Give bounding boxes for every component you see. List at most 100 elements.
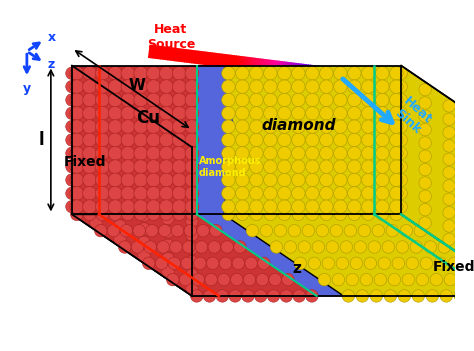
Circle shape <box>121 106 135 120</box>
Circle shape <box>278 120 291 133</box>
Polygon shape <box>225 54 230 68</box>
Circle shape <box>440 290 453 302</box>
Circle shape <box>398 290 410 302</box>
Circle shape <box>472 273 474 286</box>
Circle shape <box>108 93 122 107</box>
Circle shape <box>138 170 150 182</box>
Circle shape <box>162 212 174 225</box>
Circle shape <box>308 257 320 270</box>
Polygon shape <box>401 66 474 296</box>
Circle shape <box>348 208 361 221</box>
Circle shape <box>362 120 375 133</box>
Circle shape <box>448 257 461 270</box>
Circle shape <box>292 173 305 187</box>
Polygon shape <box>218 53 222 67</box>
Circle shape <box>395 200 407 213</box>
Polygon shape <box>237 56 242 69</box>
Circle shape <box>362 67 375 80</box>
Circle shape <box>203 290 216 302</box>
Circle shape <box>334 160 347 173</box>
Circle shape <box>292 147 305 160</box>
Circle shape <box>306 187 319 200</box>
Circle shape <box>246 224 259 237</box>
Polygon shape <box>374 66 401 214</box>
Circle shape <box>159 200 173 214</box>
Circle shape <box>146 106 161 120</box>
Polygon shape <box>229 55 235 68</box>
Circle shape <box>194 257 206 270</box>
Circle shape <box>134 146 148 160</box>
Circle shape <box>236 107 249 120</box>
Polygon shape <box>311 65 316 79</box>
Circle shape <box>375 187 389 200</box>
Circle shape <box>146 186 161 200</box>
Circle shape <box>159 186 173 200</box>
Circle shape <box>134 66 148 80</box>
Circle shape <box>250 147 263 160</box>
Circle shape <box>219 257 232 270</box>
Circle shape <box>388 273 401 286</box>
Circle shape <box>467 223 474 235</box>
Circle shape <box>185 200 199 214</box>
Polygon shape <box>306 64 311 78</box>
Circle shape <box>443 206 456 219</box>
Circle shape <box>250 133 263 147</box>
Circle shape <box>66 67 78 80</box>
Circle shape <box>162 146 174 158</box>
Circle shape <box>82 93 97 107</box>
Circle shape <box>443 140 456 152</box>
Circle shape <box>306 107 319 120</box>
Circle shape <box>347 187 361 200</box>
Circle shape <box>70 160 84 174</box>
Circle shape <box>278 208 291 221</box>
Circle shape <box>134 186 148 200</box>
Circle shape <box>108 120 122 134</box>
Circle shape <box>467 236 474 249</box>
Polygon shape <box>234 55 239 69</box>
Circle shape <box>122 208 134 221</box>
Circle shape <box>186 175 198 188</box>
Circle shape <box>82 186 97 200</box>
Circle shape <box>70 120 84 134</box>
Circle shape <box>347 107 361 120</box>
Circle shape <box>278 147 291 160</box>
Polygon shape <box>335 68 340 82</box>
Polygon shape <box>323 66 328 80</box>
Polygon shape <box>256 58 261 72</box>
Circle shape <box>360 273 373 286</box>
Circle shape <box>292 208 305 221</box>
Circle shape <box>443 193 456 206</box>
Circle shape <box>108 106 122 120</box>
Text: y: y <box>23 82 31 95</box>
Circle shape <box>134 80 148 94</box>
Circle shape <box>362 187 375 200</box>
Circle shape <box>172 106 186 120</box>
Circle shape <box>108 186 122 200</box>
Polygon shape <box>280 61 285 75</box>
Polygon shape <box>258 58 263 72</box>
Circle shape <box>306 67 319 80</box>
Circle shape <box>390 147 403 160</box>
Polygon shape <box>222 54 228 68</box>
Circle shape <box>186 282 198 294</box>
Circle shape <box>320 208 333 221</box>
Circle shape <box>138 250 150 262</box>
Circle shape <box>222 120 235 133</box>
Circle shape <box>334 147 347 160</box>
Circle shape <box>292 133 305 147</box>
Circle shape <box>95 186 109 200</box>
Circle shape <box>138 156 150 168</box>
Circle shape <box>242 290 254 302</box>
Circle shape <box>236 187 249 200</box>
Circle shape <box>395 107 407 120</box>
Polygon shape <box>170 47 174 61</box>
Circle shape <box>172 120 186 134</box>
Circle shape <box>185 133 199 147</box>
Circle shape <box>274 224 287 237</box>
Polygon shape <box>275 60 280 74</box>
Circle shape <box>375 173 389 187</box>
Text: Cu: Cu <box>136 109 160 127</box>
Polygon shape <box>191 50 196 64</box>
Circle shape <box>288 224 301 237</box>
Circle shape <box>236 93 249 107</box>
